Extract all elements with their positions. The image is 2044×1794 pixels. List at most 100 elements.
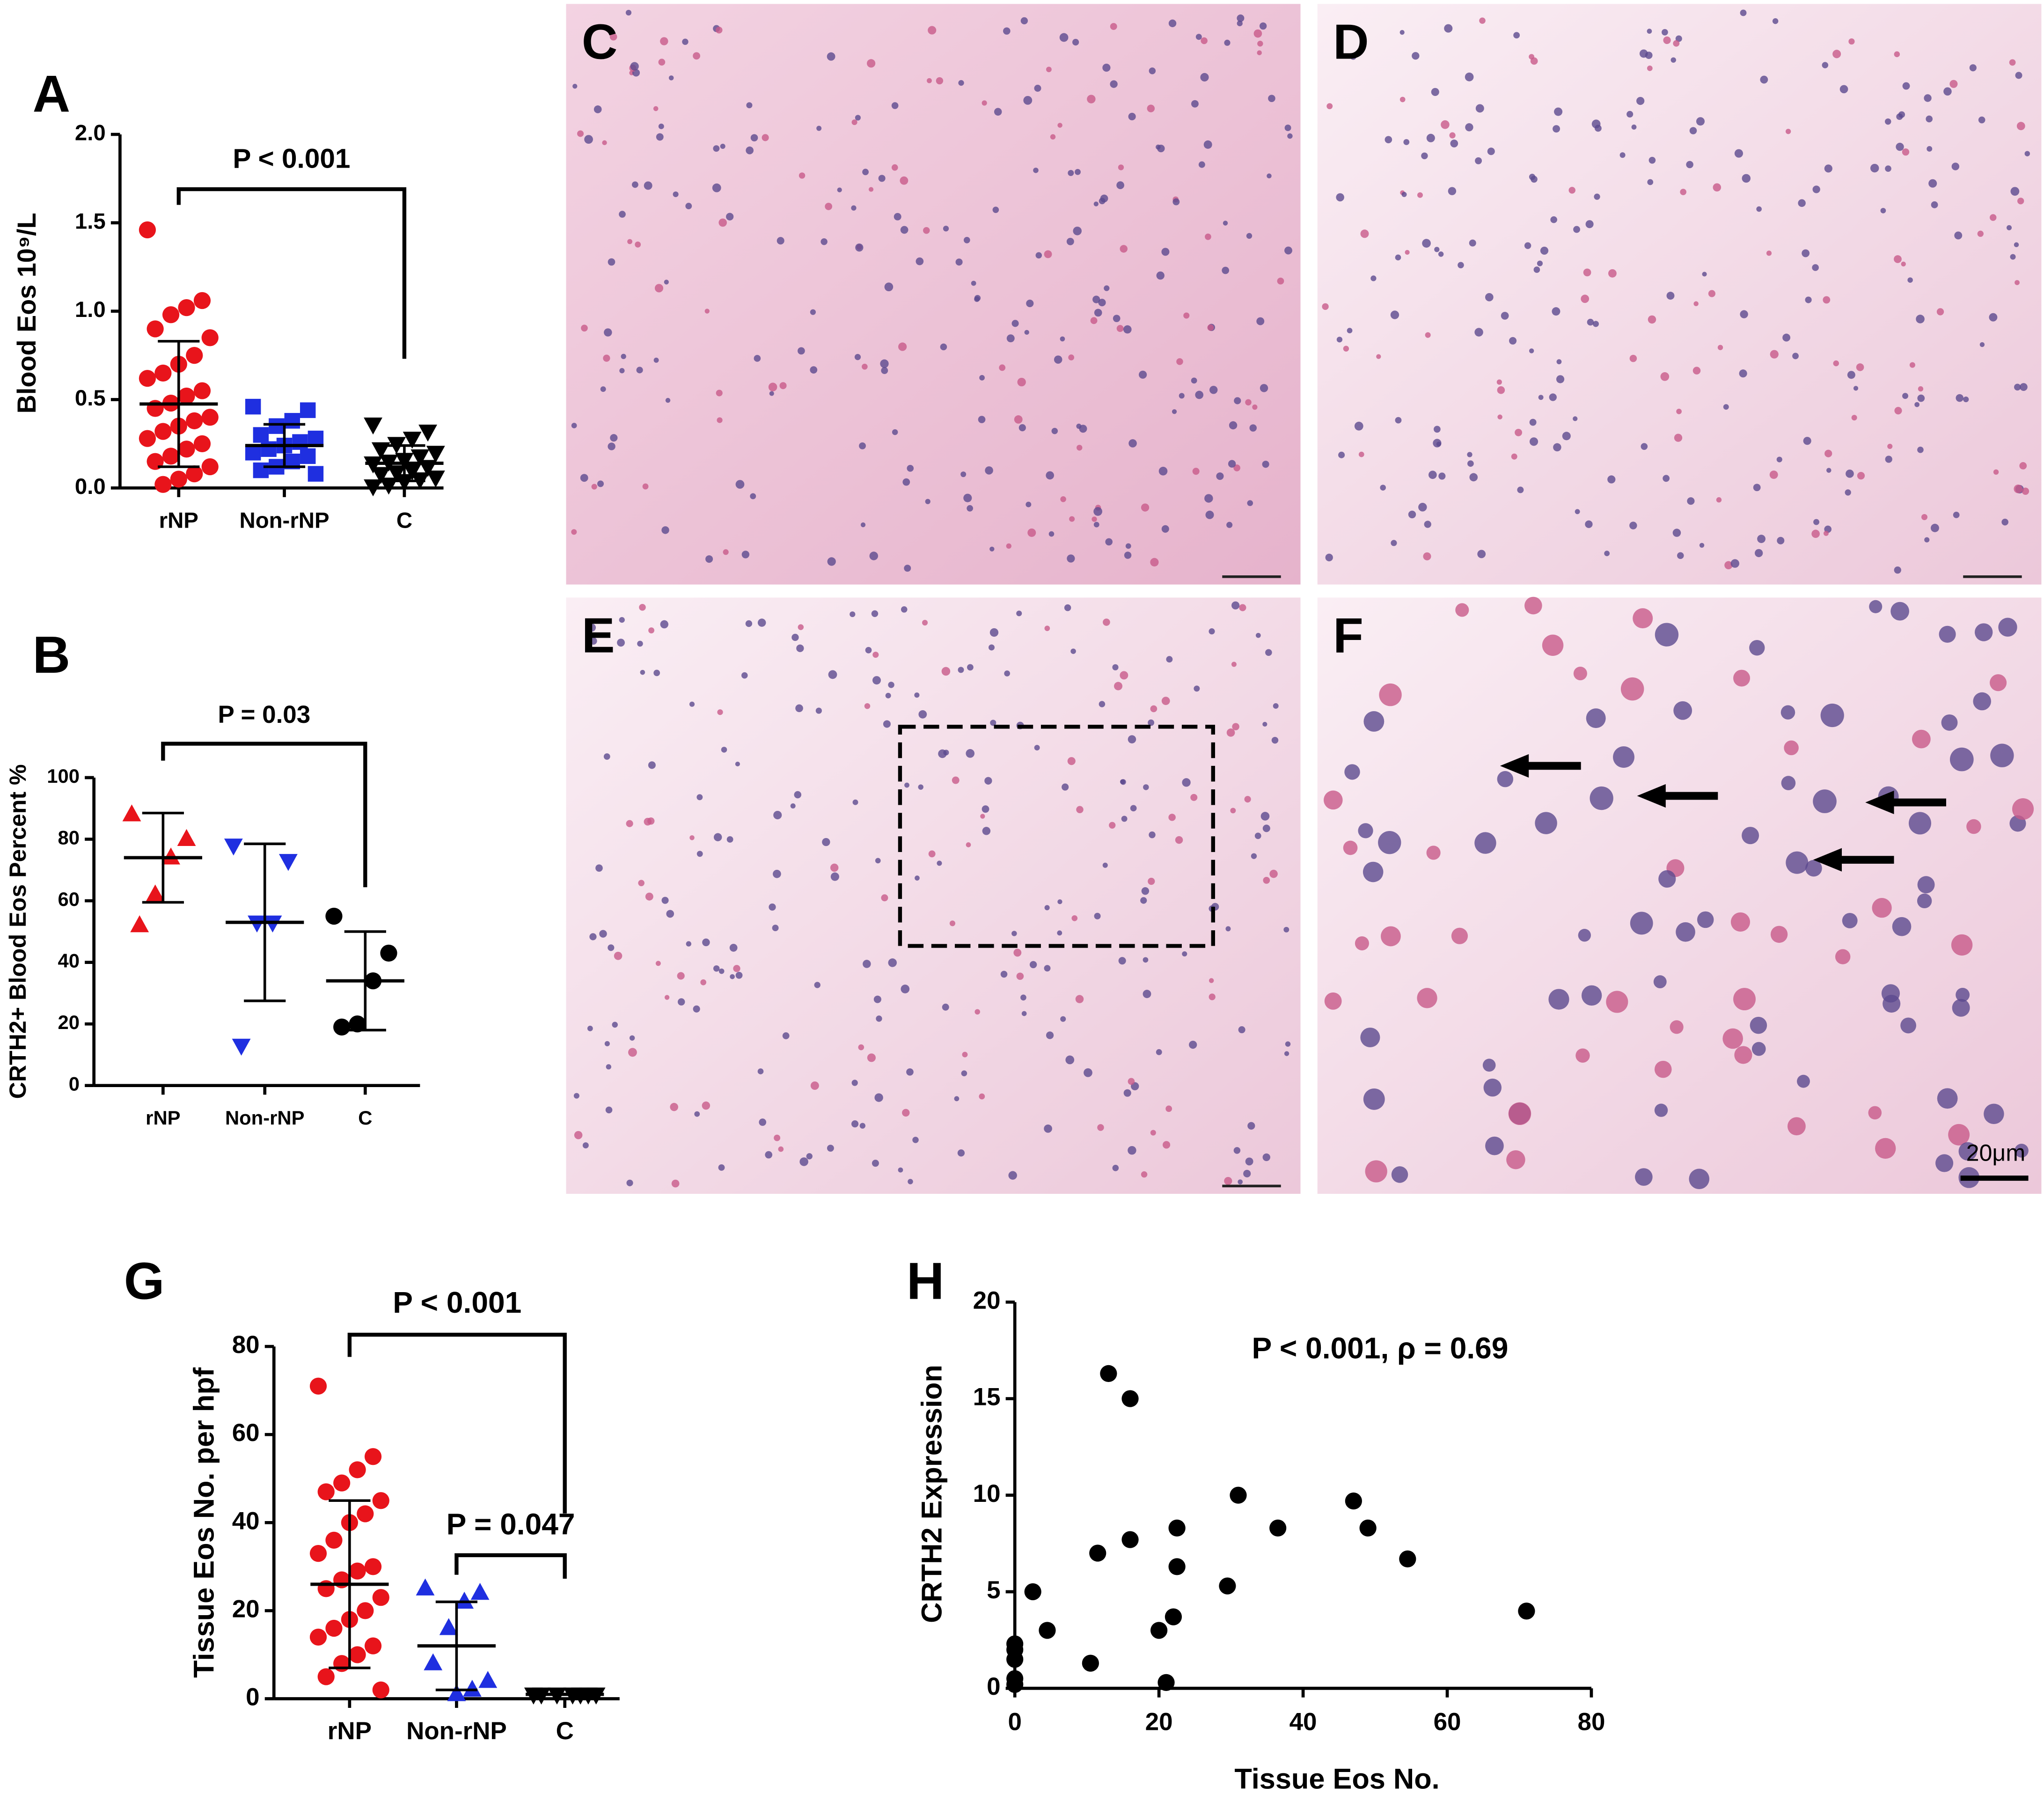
data-point bbox=[325, 1531, 343, 1549]
significance-bracket bbox=[347, 1332, 567, 1514]
cell-nucleus bbox=[1123, 325, 1132, 334]
cell-nucleus bbox=[961, 1070, 967, 1076]
cell-nucleus bbox=[923, 227, 930, 234]
cell-nucleus bbox=[1948, 1124, 1970, 1146]
cell-nucleus bbox=[1224, 1177, 1232, 1185]
cell-nucleus bbox=[1549, 393, 1557, 401]
cell-nucleus bbox=[1156, 271, 1165, 280]
cell-nucleus bbox=[1540, 246, 1549, 255]
cell-nucleus bbox=[1573, 416, 1578, 421]
cell-nucleus bbox=[941, 667, 951, 676]
cell-nucleus bbox=[1020, 17, 1028, 24]
cell-nucleus bbox=[577, 130, 584, 137]
cell-nucleus bbox=[1006, 334, 1015, 343]
cell-nucleus bbox=[952, 776, 960, 784]
chart: B CRTH2+ Blood Eos Percent % 0 20 40 60 80 100 r… bbox=[5, 625, 420, 1129]
cell-nucleus bbox=[1833, 360, 1839, 367]
cell-nucleus bbox=[1937, 1088, 1958, 1109]
data-point bbox=[349, 1562, 366, 1580]
cell-nucleus bbox=[715, 26, 723, 34]
cell-nucleus bbox=[1380, 485, 1386, 491]
cell-nucleus bbox=[830, 872, 839, 881]
cell-nucleus bbox=[1467, 460, 1474, 467]
cell-nucleus bbox=[1099, 701, 1106, 707]
cell-nucleus bbox=[660, 620, 668, 629]
cell-nucleus bbox=[1239, 604, 1246, 611]
cell-nucleus bbox=[1265, 649, 1272, 656]
cell-nucleus bbox=[1130, 805, 1137, 812]
cell-nucleus bbox=[1663, 475, 1670, 482]
cell-nucleus bbox=[1168, 19, 1177, 28]
cell-nucleus bbox=[1423, 552, 1431, 560]
cell-nucleus bbox=[1204, 494, 1213, 503]
cell-nucleus bbox=[1740, 310, 1748, 318]
cell-nucleus bbox=[1792, 353, 1799, 360]
cell-nucleus bbox=[942, 1003, 949, 1011]
cell-nucleus bbox=[1912, 729, 1931, 749]
cell-nucleus bbox=[1529, 174, 1536, 180]
cell-nucleus bbox=[1770, 350, 1779, 359]
cell-nucleus bbox=[1077, 445, 1083, 451]
cell-nucleus bbox=[1209, 628, 1215, 635]
cell-nucleus bbox=[1607, 475, 1616, 484]
cell-nucleus bbox=[1538, 395, 1544, 400]
cell-nucleus bbox=[1247, 1122, 1255, 1130]
cell-nucleus bbox=[1917, 394, 1925, 402]
cell-nucleus bbox=[1909, 362, 1915, 368]
cell-nucleus bbox=[1412, 52, 1420, 60]
cell-nucleus bbox=[1692, 367, 1701, 375]
cell-nucleus bbox=[864, 703, 871, 709]
cell-nucleus bbox=[733, 965, 740, 972]
cell-nucleus bbox=[1902, 148, 1910, 156]
cell-nucleus bbox=[1201, 37, 1208, 44]
cell-nucleus bbox=[1138, 370, 1147, 379]
cell-nucleus bbox=[985, 466, 993, 475]
cell-nucleus bbox=[1376, 354, 1381, 359]
data-point bbox=[416, 1578, 435, 1595]
cell-nucleus bbox=[1784, 740, 1799, 756]
cell-nucleus bbox=[943, 226, 949, 232]
cell-nucleus bbox=[1951, 162, 1959, 170]
image-background bbox=[1317, 4, 2042, 585]
cell-nucleus bbox=[1355, 936, 1369, 951]
data-point bbox=[439, 1618, 458, 1635]
cell-nucleus bbox=[1969, 64, 1977, 72]
cell-nucleus bbox=[1733, 669, 1751, 687]
cell-nucleus bbox=[1733, 988, 1756, 1011]
cell-nucleus bbox=[1018, 424, 1026, 432]
cell-nucleus bbox=[1670, 57, 1676, 63]
cell-nucleus bbox=[1590, 786, 1613, 810]
cell-nucleus bbox=[648, 761, 656, 769]
cell-nucleus bbox=[914, 692, 920, 698]
cell-nucleus bbox=[892, 429, 898, 435]
cell-nucleus bbox=[1076, 806, 1084, 814]
cell-nucleus bbox=[757, 1068, 764, 1074]
cell-nucleus bbox=[593, 105, 602, 113]
cell-nucleus bbox=[1338, 451, 1345, 458]
x-tick-label: C bbox=[358, 1107, 372, 1129]
cell-nucleus bbox=[1046, 471, 1054, 480]
cell-nucleus bbox=[602, 140, 607, 146]
cell-nucleus bbox=[1391, 540, 1397, 546]
cell-nucleus bbox=[653, 357, 659, 363]
cell-nucleus bbox=[1785, 129, 1791, 134]
cell-nucleus bbox=[628, 1048, 637, 1057]
cell-nucleus bbox=[702, 1101, 711, 1110]
cell-nucleus bbox=[1449, 132, 1456, 139]
cell-nucleus bbox=[1114, 682, 1123, 691]
cell-nucleus bbox=[768, 382, 777, 391]
cell-nucleus bbox=[1378, 831, 1401, 854]
data-point bbox=[162, 448, 180, 465]
cell-nucleus bbox=[1008, 1171, 1017, 1180]
cell-nucleus bbox=[1811, 529, 1820, 538]
cell-nucleus bbox=[1441, 120, 1450, 129]
cell-nucleus bbox=[1093, 522, 1099, 528]
cell-nucleus bbox=[1575, 509, 1580, 515]
panel-label: G bbox=[124, 1252, 165, 1310]
cell-nucleus bbox=[1787, 1117, 1806, 1136]
cell-nucleus bbox=[1128, 439, 1137, 448]
cell-nucleus bbox=[1071, 915, 1078, 921]
cell-nucleus bbox=[1645, 51, 1653, 59]
cell-nucleus bbox=[1921, 514, 1928, 520]
y-tick-label: 0 bbox=[987, 1673, 1000, 1700]
